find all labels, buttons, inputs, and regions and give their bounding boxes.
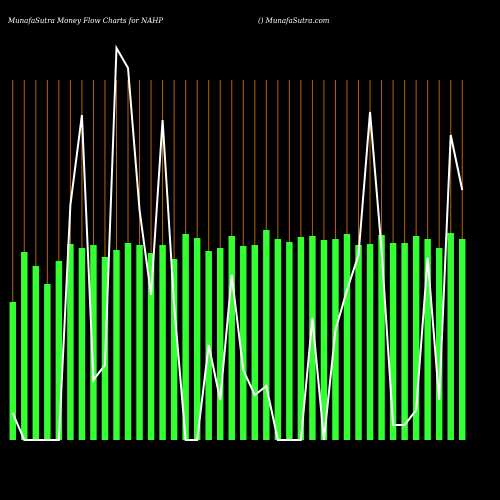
bar: [9, 302, 16, 440]
bar: [55, 261, 63, 440]
bar: [182, 234, 189, 440]
bar: [378, 235, 385, 440]
bar: [32, 266, 40, 440]
bar: [67, 244, 74, 440]
chart-subtitle: () MunafaSutra.com: [258, 17, 330, 25]
bar: [447, 233, 454, 440]
bar: [389, 243, 397, 440]
bar: [309, 236, 316, 440]
bar: [424, 239, 431, 440]
line: [11, 44, 464, 441]
bar: [320, 240, 328, 440]
chart-title: MunafaSutra Money Flow Charts for NAHP: [7, 17, 163, 25]
bar: [435, 248, 443, 440]
bar: [44, 284, 51, 440]
bar: [159, 245, 166, 440]
bar: [343, 234, 351, 440]
bar: [412, 236, 420, 440]
bar: [297, 237, 305, 440]
bar: [90, 245, 97, 440]
bar: [124, 243, 132, 440]
bar: [216, 248, 224, 440]
bar: [286, 242, 293, 440]
bar: [459, 239, 466, 440]
bar: [366, 244, 374, 440]
bar: [193, 238, 201, 440]
bar: [263, 230, 270, 440]
bar: [251, 245, 259, 440]
bar: [274, 239, 282, 440]
bar: [21, 252, 28, 440]
bar: [228, 236, 235, 440]
bar: [401, 243, 408, 440]
bar: [240, 246, 247, 440]
bar: [355, 245, 362, 440]
bar: [170, 259, 178, 440]
bar: [147, 253, 155, 440]
bar: [113, 250, 120, 440]
bar: [136, 245, 143, 440]
bar: [78, 248, 86, 440]
